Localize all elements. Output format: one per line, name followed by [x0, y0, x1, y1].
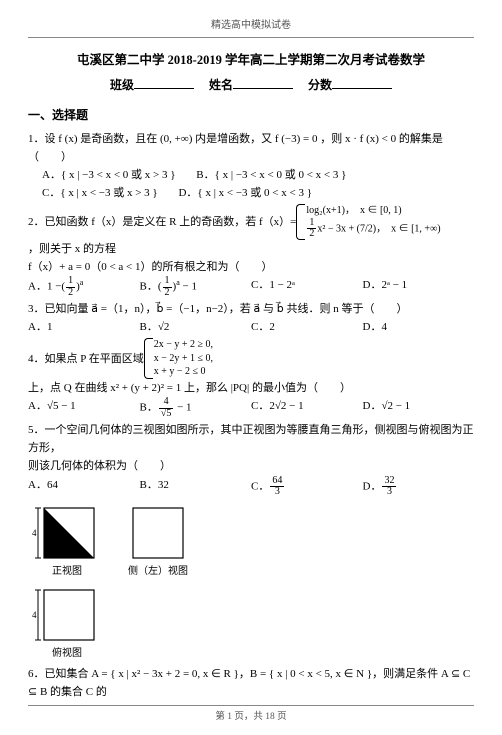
q5-opt-d: D．323: [363, 476, 475, 498]
question-2: 2．已知函数 f（x）是定义在 R 上的奇函数，若 f（x）= log₂(x+1…: [28, 204, 474, 298]
class-label: 班级: [110, 78, 134, 92]
q5-options: A．64 B．32 C．643 D．323: [28, 476, 474, 498]
question-4: 4．如果点 P 在平面区域 2x − y + 2 ≥ 0, x − 2y + 1…: [28, 338, 474, 419]
header-rule: [28, 37, 474, 38]
q2-options: A．1 −(12)a B．(12)a − 1 C．1 − 2ᵃ D．2ᵃ − 1: [28, 276, 474, 298]
q1-opt-a: A．{ x | −3 < x < 0 或 x > 3 }: [42, 169, 176, 181]
question-6: 6．已知集合 A = { x | x² − 3x + 2 = 0, x ∈ R …: [28, 665, 474, 701]
front-view-svg: 4: [32, 504, 102, 562]
question-5: 5．一个空间几何体的三视图如图所示，其中正视图为等腰直角三角形，侧视图与俯视图为…: [28, 421, 474, 662]
q4-l3: x + y − 2 ≤ 0: [154, 365, 213, 379]
name-blank: [233, 77, 293, 89]
q4-opt-a: A．√5 − 1: [28, 397, 140, 419]
exam-page: 精选高中模拟试卷 屯溪区第二中学 2018-2019 学年高二上学期第二次月考试…: [0, 0, 502, 735]
q2-frac-half: 12: [307, 218, 316, 240]
q4-region: 2x − y + 2 ≥ 0, x − 2y + 1 ≤ 0, x + y − …: [144, 338, 213, 379]
q2-opt-b: B．(12)a − 1: [140, 276, 252, 298]
q5-opt-c: C．643: [251, 476, 363, 498]
q5-stem2: 则该几何体的体积为（ ）: [28, 457, 474, 475]
question-1: 1．设 f (x) 是奇函数，且在 (0, +∞) 内是增函数，又 f (−3)…: [28, 130, 474, 203]
q5-figures-row1: 4 正视图 侧（左）视图: [32, 504, 474, 581]
header-collection: 精选高中模拟试卷: [28, 18, 474, 35]
q5-stem1: 5．一个空间几何体的三视图如图所示，其中正视图为等腰直角三角形，侧视图与俯视图为…: [28, 421, 474, 457]
q2-opt-a: A．1 −(12)a: [28, 276, 140, 298]
q5-opt-b: B．32: [140, 476, 252, 498]
side-view-svg: [128, 504, 188, 562]
q4-opt-d: D．√2 − 1: [363, 397, 475, 419]
score-blank: [332, 77, 392, 89]
q2-line2: f（x）+ a = 0（0 < a < 1）的所有根之和为（ ）: [28, 258, 474, 276]
q4-stem: 4．如果点 P 在平面区域 2x − y + 2 ≥ 0, x − 2y + 1…: [28, 338, 474, 397]
question-3: 3．已知向量 a⃗ =（1，n），b⃗ =（−1，n−2），若 a⃗ 与 b⃗ …: [28, 300, 474, 336]
q5-opt-a: A．64: [28, 476, 140, 498]
q1-stem: 1．设 f (x) 是奇函数，且在 (0, +∞) 内是增函数，又 f (−3)…: [28, 130, 474, 166]
q2-piece-1: log₂(x+1)， x ∈ [0, 1): [306, 204, 440, 218]
q2-stem-row: 2．已知函数 f（x）是定义在 R 上的奇函数，若 f（x）= log₂(x+1…: [28, 204, 474, 258]
top-view-svg: 4: [32, 586, 102, 644]
score-label: 分数: [308, 78, 332, 92]
q5-figures-row2: 4 俯视图: [32, 586, 474, 663]
q4-l1: 2x − y + 2 ≥ 0,: [154, 338, 213, 352]
top-dim: 4: [32, 610, 37, 620]
q1-opt-d: D．{ x | x < −3 或 0 < x < 3 }: [178, 187, 312, 199]
q3-opt-c: C．2: [251, 318, 363, 336]
fig-side-view: 侧（左）视图: [128, 504, 188, 581]
q6-stem: 6．已知集合 A = { x | x² − 3x + 2 = 0, x ∈ R …: [28, 665, 474, 701]
paper-title: 屯溪区第二中学 2018-2019 学年高二上学期第二次月考试卷数学: [28, 50, 474, 71]
q4-stem-pre: 4．如果点 P 在平面区域: [28, 350, 144, 368]
q3-stem: 3．已知向量 a⃗ =（1，n），b⃗ =（−1，n−2），若 a⃗ 与 b⃗ …: [28, 300, 474, 318]
q3-opt-b: B．√2: [140, 318, 252, 336]
q4-l2: x − 2y + 1 ≤ 0,: [154, 352, 213, 366]
q2-opt-c: C．1 − 2ᵃ: [251, 276, 363, 298]
q1-options-row2: C．{ x | x < −3 或 x > 3 } D．{ x | x < −3 …: [42, 184, 474, 202]
q2-piece-2: 12x² − 3x + (7/2)， x ∈ [1, +∞): [306, 218, 440, 240]
q4-stem-post: 上，点 Q 在曲线 x² + (y + 2)² = 1 上，那么 |PQ| 的最…: [28, 379, 351, 397]
side-view-label: 侧（左）视图: [128, 564, 188, 581]
q1-opt-b: B．{ x | −3 < x < 0 或 0 < x < 3 }: [196, 169, 346, 181]
name-label: 姓名: [209, 78, 233, 92]
front-dim: 4: [32, 528, 37, 538]
fig-front-view: 4 正视图: [32, 504, 102, 581]
q3-options: A．1 B．√2 C．2 D．4: [28, 318, 474, 336]
q4-opt-b: B．4√5 − 1: [140, 397, 252, 419]
q3-opt-d: D．4: [363, 318, 475, 336]
page-footer: 第 1 页，共 18 页: [28, 710, 474, 726]
q4-options: A．√5 − 1 B．4√5 − 1 C．2√2 − 1 D．√2 − 1: [28, 397, 474, 419]
q2-stem-pre: 2．已知函数 f（x）是定义在 R 上的奇函数，若 f（x）=: [28, 213, 296, 231]
info-blanks: 班级 姓名 分数: [28, 76, 474, 96]
q3-opt-a: A．1: [28, 318, 140, 336]
footer-rule: [28, 705, 474, 706]
fig-top-view: 4 俯视图: [32, 586, 102, 663]
front-view-label: 正视图: [32, 564, 102, 581]
q1-options-row1: A．{ x | −3 < x < 0 或 x > 3 } B．{ x | −3 …: [42, 166, 474, 184]
q2-stem-post: ，则关于 x 的方程: [28, 240, 116, 258]
q2-piecewise: log₂(x+1)， x ∈ [0, 1) 12x² − 3x + (7/2)，…: [296, 204, 440, 240]
section-1-head: 一、选择题: [28, 106, 474, 126]
q1-opt-c: C．{ x | x < −3 或 x > 3 }: [42, 187, 158, 199]
q4-opt-c: C．2√2 − 1: [251, 397, 363, 419]
top-view-label: 俯视图: [32, 646, 102, 663]
class-blank: [134, 77, 194, 89]
q2-opt-d: D．2ᵃ − 1: [363, 276, 475, 298]
